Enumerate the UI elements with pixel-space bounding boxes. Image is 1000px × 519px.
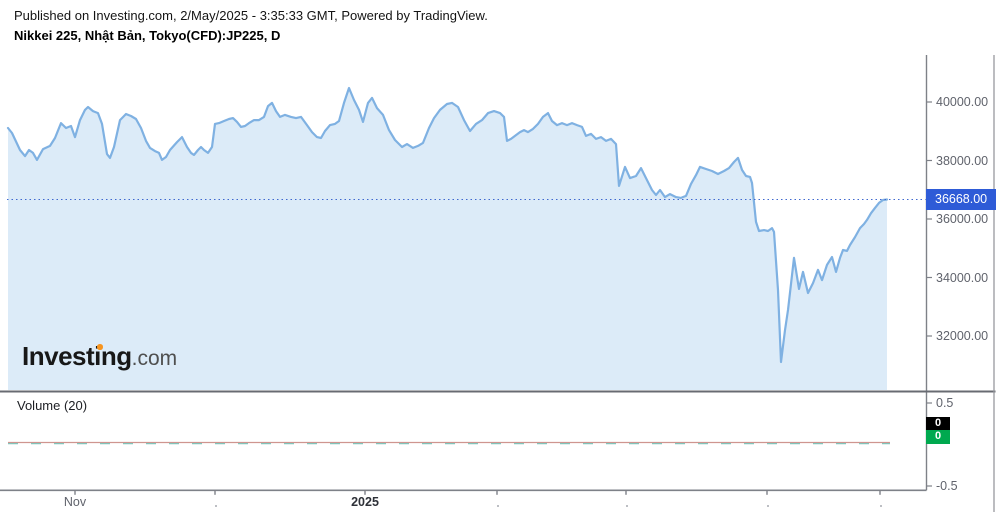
- price-tick-label: 36000.00: [936, 212, 989, 226]
- published-attribution-line: Published on Investing.com, 2/May/2025 -…: [14, 8, 488, 23]
- logo-orange-dot-icon: [97, 344, 103, 350]
- area-fill: [8, 88, 887, 390]
- volume-value-badge: 0: [926, 430, 950, 444]
- price-tick-label: 38000.00: [936, 153, 989, 168]
- volume-indicator-label: Volume (20): [17, 398, 88, 413]
- faint-time-label-dot: [880, 505, 882, 507]
- volume-value-badge: 0: [926, 416, 950, 430]
- price-tick-label: 32000.00: [936, 329, 989, 343]
- volume-tick-label: -0.5: [936, 479, 958, 493]
- price-line-series: [6, 86, 889, 364]
- price-tick-label: 40000.00: [936, 95, 989, 109]
- faint-time-label-dot: [215, 505, 217, 507]
- investing-logo-suffix: .com: [131, 347, 178, 370]
- volume-tick-label: 0.5: [936, 396, 954, 410]
- time-tick-label: 2025: [351, 495, 379, 509]
- investing-logo-text: Investing: [22, 341, 132, 371]
- symbol-title: Nikkei 225, Nhật Bản, Tokyo(CFD):JP225, …: [14, 28, 281, 43]
- faint-time-label-dot: [497, 505, 499, 507]
- faint-time-label-dot: [767, 505, 769, 507]
- time-tick-label: Nov: [63, 495, 87, 509]
- last-price-badge: 36668.00: [926, 189, 996, 210]
- investing-watermark: Investing.com: [22, 341, 177, 372]
- faint-time-label-dot: [626, 505, 628, 507]
- price-tick-label: 34000.00: [936, 270, 989, 285]
